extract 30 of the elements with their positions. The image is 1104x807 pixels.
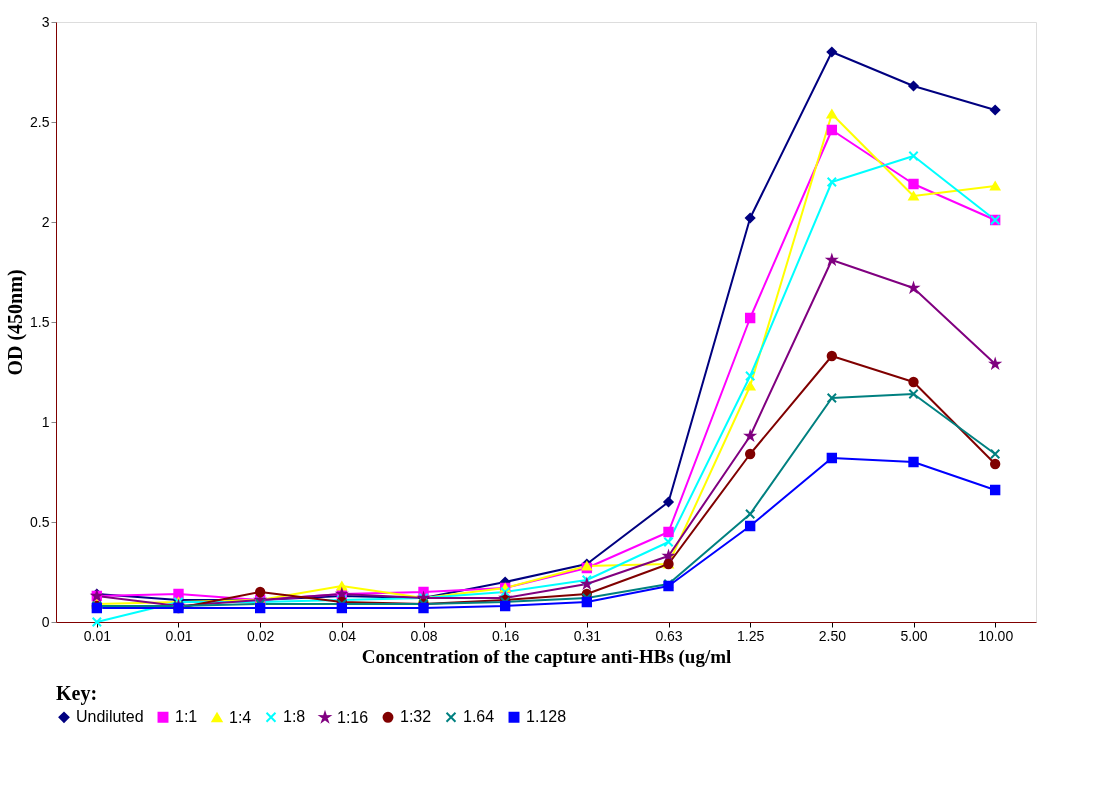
x-tick-label: 0.16 (492, 627, 520, 644)
legend-label: 1:8 (283, 708, 306, 726)
y-tick-label: 1.5 (30, 313, 50, 330)
x-tick-label: 0.04 (328, 627, 357, 644)
x-tick-label: 5.00 (900, 627, 928, 644)
y-tick-label: 0.5 (30, 513, 50, 530)
x-tick-label: 10.00 (978, 627, 1014, 644)
legend-label: 1:16 (337, 708, 369, 726)
x-tick-label: 1.25 (737, 627, 765, 644)
legend-label: 1:32 (400, 708, 432, 726)
y-axis-title: OD (450nm) (4, 269, 28, 376)
x-tick-label: 0.08 (410, 627, 438, 644)
y-tick-label: 2 (41, 213, 50, 230)
legend-title: Key: (56, 682, 98, 705)
x-axis-title: Concentration of the capture anti-HBs (ug/ml (361, 645, 732, 668)
y-tick-label: 3 (41, 13, 50, 30)
x-tick-label: 0.01 (165, 627, 193, 644)
x-tick-label: 2.50 (818, 627, 847, 644)
legend-label: 1.128 (526, 708, 567, 726)
x-tick-label: 0.63 (655, 627, 683, 644)
legend-label: 1.64 (463, 708, 495, 726)
x-tick-label: 0.01 (83, 627, 112, 644)
x-tick-label: 0.31 (573, 627, 602, 644)
legend-label: 1:1 (175, 708, 198, 726)
y-tick-label: 0 (41, 613, 50, 630)
x-tick-label: 0.02 (247, 627, 275, 644)
y-tick-label: 1 (41, 413, 50, 430)
legend-label: Undiluted (76, 708, 144, 726)
y-tick-label: 2.5 (30, 113, 50, 130)
legend-label: 1:4 (229, 708, 252, 726)
